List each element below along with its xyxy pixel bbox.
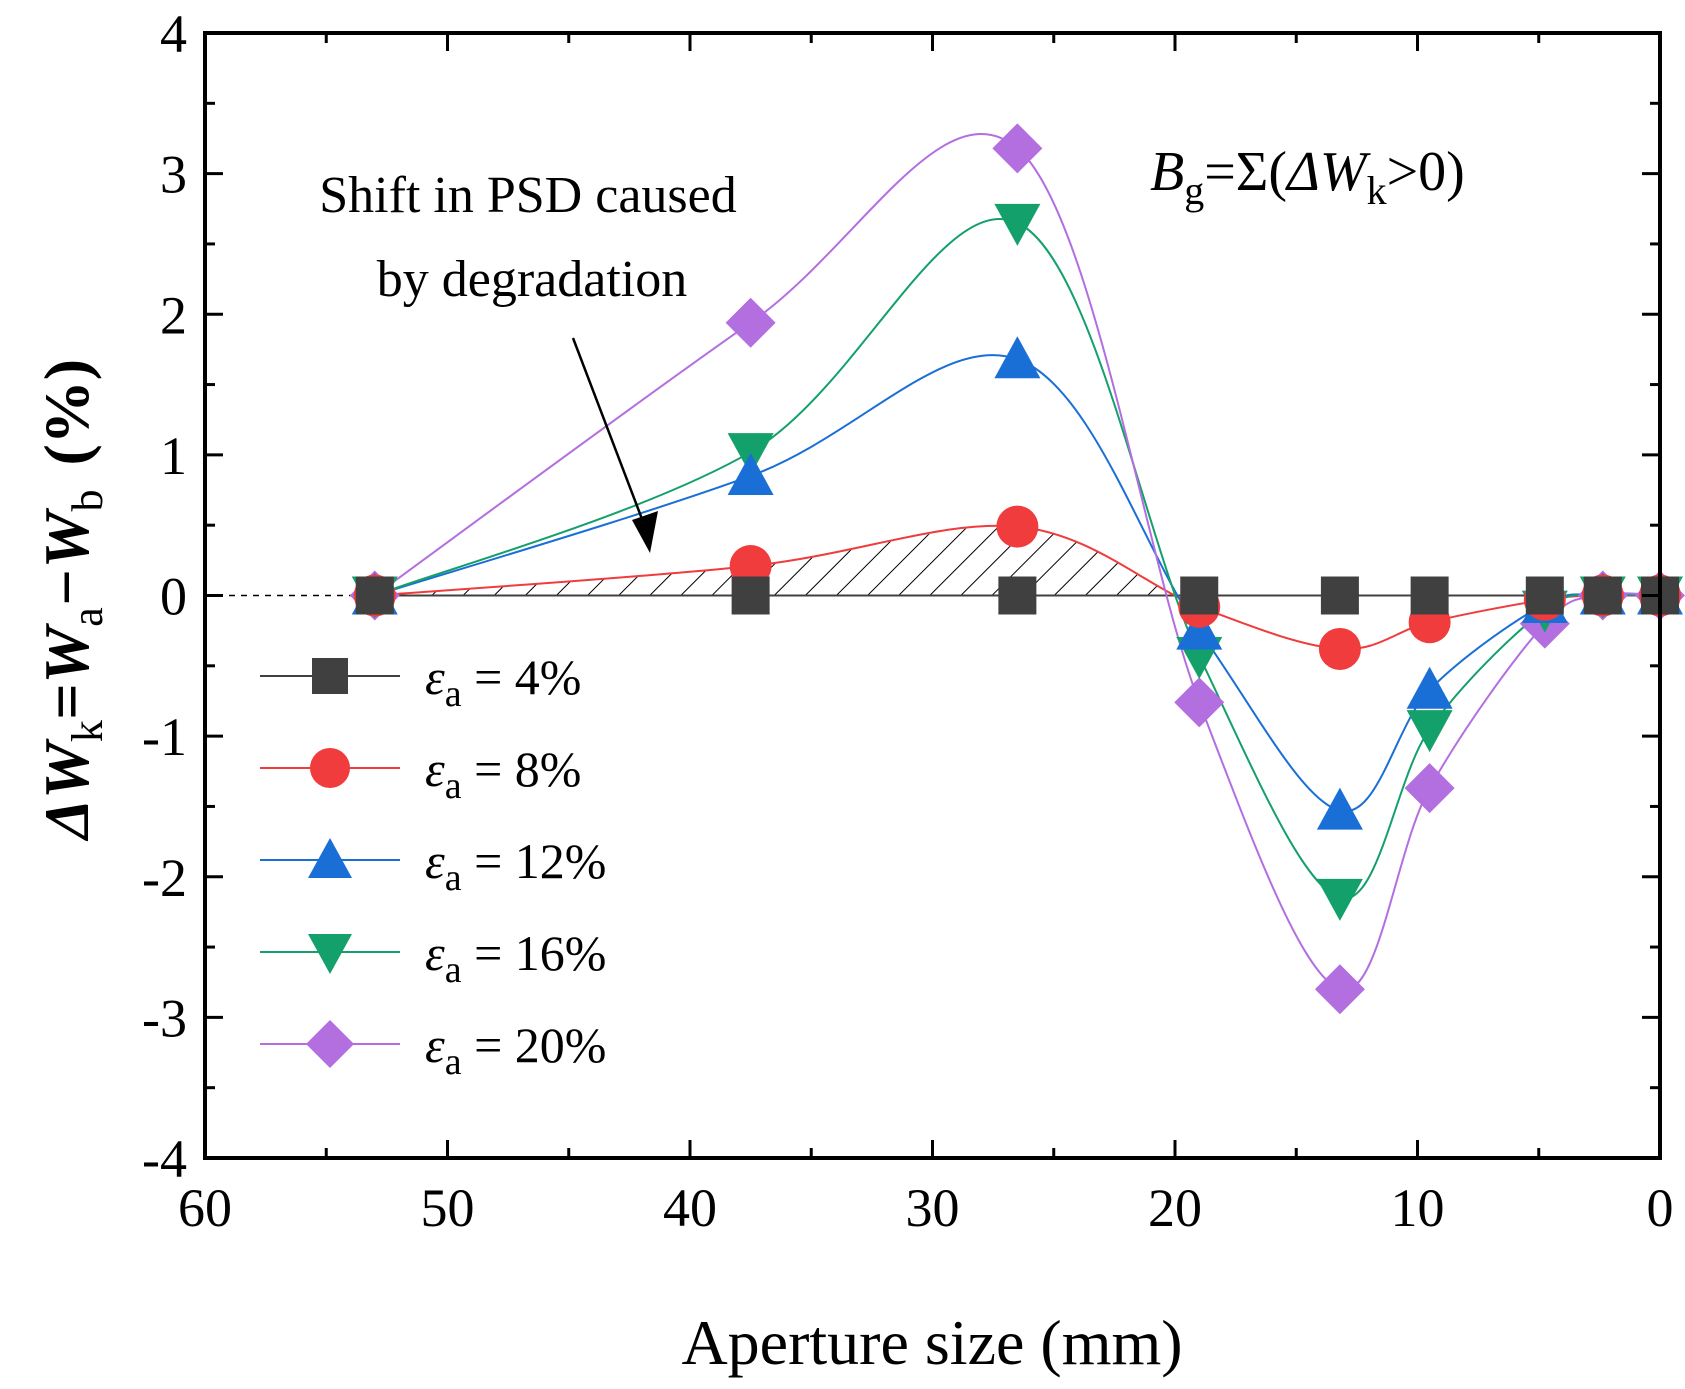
- y-tick-label: 3: [160, 145, 187, 205]
- series-0-point: [1583, 576, 1622, 615]
- series-0-point: [1180, 576, 1219, 615]
- series-1-point: [729, 544, 772, 587]
- legend-sub: a: [445, 949, 462, 991]
- series-0-point: [355, 576, 394, 615]
- series-0-point: [1525, 576, 1564, 615]
- formula-end: >0): [1387, 141, 1465, 203]
- y-tick-label: 1: [160, 426, 187, 486]
- series-0-point: [998, 576, 1037, 615]
- formula-g: g: [1184, 168, 1204, 213]
- y-tick-label: -1: [142, 707, 187, 767]
- legend-label: εa = 12%: [425, 833, 606, 899]
- y-tick-label: 2: [160, 285, 187, 345]
- legend-label: εa = 16%: [425, 925, 606, 991]
- legend-epsilon: ε: [425, 741, 445, 797]
- series-1-point: [996, 505, 1039, 548]
- x-tick-label: 50: [421, 1178, 475, 1238]
- legend-label: εa = 4%: [425, 649, 581, 715]
- y-tick-label: 4: [160, 4, 187, 64]
- formula-mid: =Σ(: [1204, 141, 1287, 203]
- series-2-point: [727, 452, 774, 495]
- x-tick-label: 60: [178, 1178, 232, 1238]
- x-tick-label: 0: [1647, 1178, 1674, 1238]
- y-tick-label: -4: [142, 1129, 187, 1189]
- legend-marker: [310, 748, 350, 788]
- series-0-point: [1320, 576, 1359, 615]
- shift-annotation: Shift in PSD caused by degradation: [319, 167, 737, 553]
- y-title-w: =W: [31, 623, 102, 720]
- series-4-point: [992, 123, 1043, 174]
- y-title-a: a: [63, 607, 112, 627]
- y-axis-title: ΔWk=Wa−Wb (%): [31, 359, 112, 842]
- formula-dw: ΔW: [1285, 141, 1371, 203]
- series-2-point: [1316, 787, 1363, 830]
- series-0-point: [731, 576, 770, 615]
- legend-sub: a: [445, 765, 462, 807]
- y-title-k: k: [63, 720, 112, 742]
- legend-value: = 8%: [462, 741, 582, 797]
- y-title-dw: ΔW: [31, 738, 102, 842]
- legend-value: = 20%: [462, 1017, 607, 1073]
- series-4-point: [1314, 964, 1365, 1015]
- series-3-point: [994, 203, 1041, 246]
- series-2-point: [994, 336, 1041, 379]
- x-tick-label: 40: [663, 1178, 717, 1238]
- series-3-point: [1316, 878, 1363, 921]
- y-title-percent: (%): [31, 359, 102, 466]
- shift-annotation-line2: by degradation: [377, 251, 687, 308]
- y-tick-label: -2: [142, 848, 187, 908]
- legend-value: = 4%: [462, 649, 582, 705]
- legend: εa = 4%εa = 8%εa = 12%εa = 16%εa = 20%: [260, 649, 606, 1083]
- x-tick-label: 30: [906, 1178, 960, 1238]
- y-title-minus-w: −W: [31, 507, 102, 607]
- x-axis-title: Aperture size (mm): [681, 1307, 1182, 1378]
- shift-annotation-line1: Shift in PSD caused: [319, 167, 736, 224]
- shift-annotation-arrowhead: [632, 511, 658, 553]
- legend-epsilon: ε: [425, 833, 445, 889]
- hatched-region: [374, 526, 1174, 596]
- legend-sub: a: [445, 857, 462, 899]
- series-0-point: [1410, 576, 1449, 615]
- legend-epsilon: ε: [425, 925, 445, 981]
- series-3-point: [1406, 710, 1453, 753]
- legend-value: = 12%: [462, 833, 607, 889]
- legend-marker: [308, 838, 352, 878]
- legend-label: εa = 20%: [425, 1017, 606, 1083]
- hatched-area: [374, 526, 1174, 596]
- legend-marker: [306, 1020, 354, 1068]
- legend-epsilon: ε: [425, 649, 445, 705]
- y-tick-label: 0: [160, 567, 187, 627]
- legend-sub: a: [445, 1041, 462, 1083]
- legend-epsilon: ε: [425, 1017, 445, 1073]
- formula-b: B: [1150, 141, 1184, 203]
- series-4-point: [725, 297, 776, 348]
- legend-label: εa = 8%: [425, 741, 581, 807]
- y-tick-label: -3: [142, 988, 187, 1048]
- series-4-point: [1404, 763, 1455, 814]
- formula-k: k: [1367, 168, 1387, 213]
- series-4-point: [1174, 677, 1225, 728]
- series-2-point: [1406, 666, 1453, 709]
- y-title-b: b: [63, 490, 112, 512]
- bg-formula: Bg=Σ(ΔWk>0): [1150, 141, 1465, 213]
- x-tick-label: 20: [1148, 1178, 1202, 1238]
- legend-sub: a: [445, 673, 462, 715]
- shift-annotation-arrow: [571, 337, 652, 541]
- legend-marker: [312, 658, 348, 694]
- series-2-point: [1176, 607, 1223, 650]
- series-1-point: [1318, 627, 1361, 670]
- legend-value: = 16%: [462, 925, 607, 981]
- legend-marker: [308, 934, 352, 974]
- x-tick-label: 10: [1391, 1178, 1445, 1238]
